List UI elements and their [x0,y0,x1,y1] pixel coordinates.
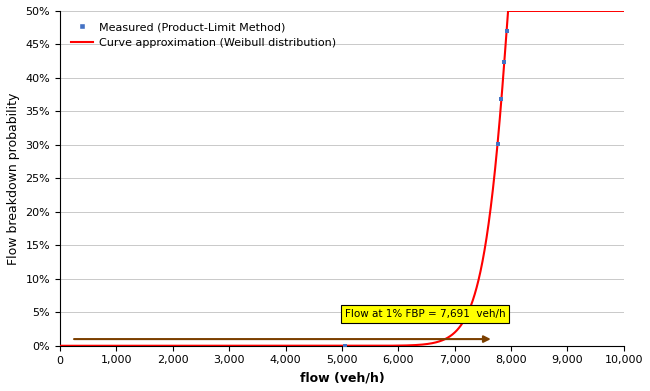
Point [339,343,350,349]
Point [499,59,510,66]
Y-axis label: Flow breakdown probability: Flow breakdown probability [7,92,20,265]
Legend: Measured (Product-Limit Method), Curve approximation (Weibull distribution): Measured (Product-Limit Method), Curve a… [66,16,341,53]
Point [501,28,512,34]
Point [504,0,514,2]
Point [492,141,502,147]
Text: Flow at 1% FBP = 7,691  veh/h: Flow at 1% FBP = 7,691 veh/h [344,309,505,319]
Point [496,96,506,102]
X-axis label: flow (veh/h): flow (veh/h) [300,371,384,384]
